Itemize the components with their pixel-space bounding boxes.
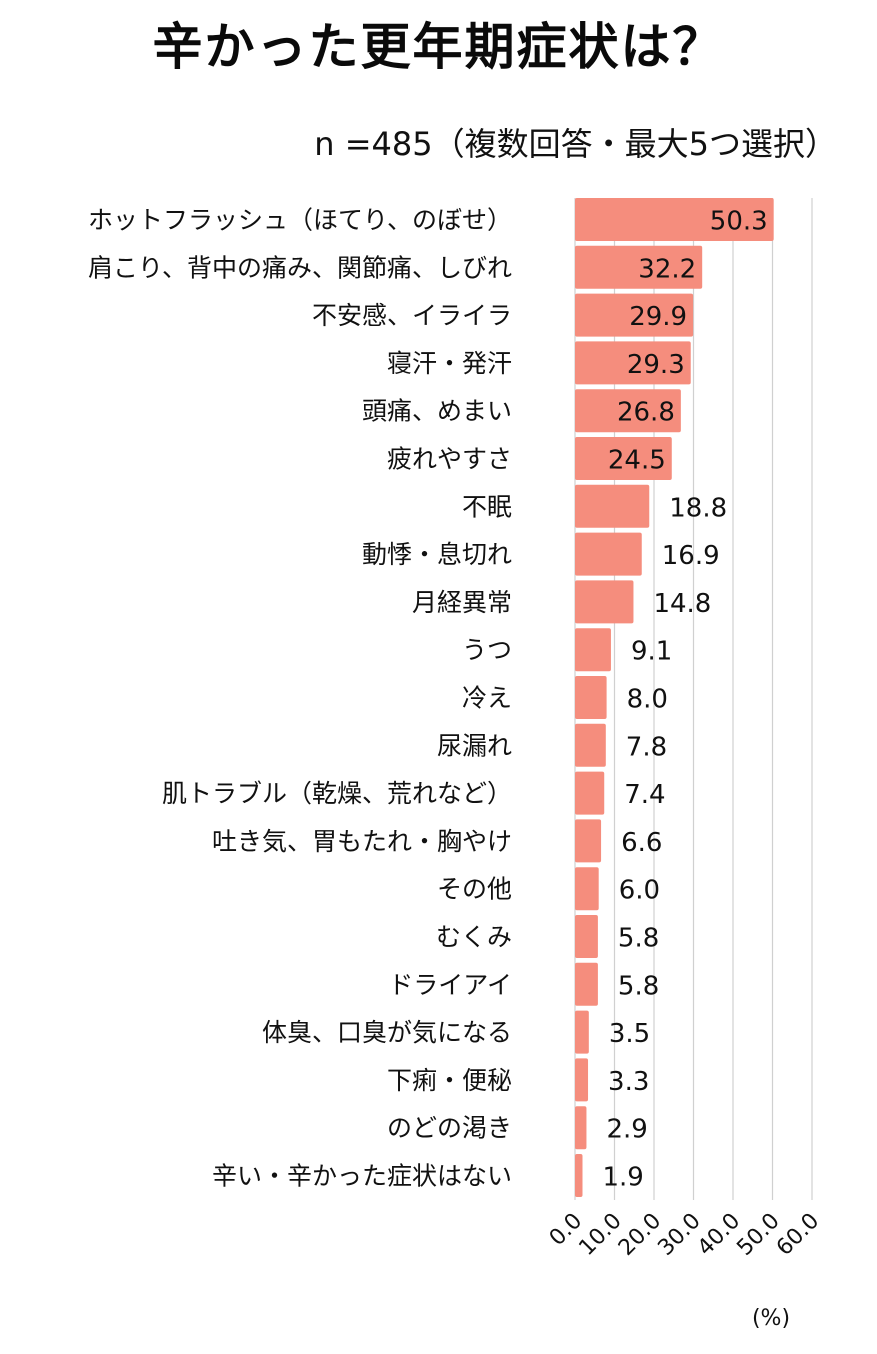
category-label: その他 xyxy=(437,875,512,904)
value-labels: 50.3 32.2 29.9 29.3 26.8 24.518.8 16.9 14.8 9.1 8… xyxy=(603,207,768,1193)
data-label: 24.5 xyxy=(608,446,666,476)
data-label: 26.8 xyxy=(617,398,675,428)
x-tick-label: 20.0 xyxy=(614,1209,666,1261)
data-label: 29.3 xyxy=(627,350,685,380)
data-label: 16.9 xyxy=(662,541,720,571)
category-label: 吐き気、胃もたれ・胸やけ xyxy=(212,827,512,856)
chart-subtitle: n =485（複数回答・最大5つ選択） xyxy=(314,125,837,163)
category-label: 辛い・辛かった症状はない xyxy=(212,1162,512,1191)
data-label: 8.0 xyxy=(627,685,668,715)
bar xyxy=(575,723,606,767)
data-label: 18.8 xyxy=(669,493,727,523)
category-labels: ホットフラッシュ（ほてり、のぼせ） 肩こり、背中の痛み、関節痛、しびれ不安感、イラ… xyxy=(88,206,512,1191)
bar xyxy=(575,819,602,863)
x-axis-tick-labels: 0.010.020.030.040.050.060.0 xyxy=(545,1209,824,1261)
data-label: 6.0 xyxy=(619,876,660,906)
category-label: 尿漏れ xyxy=(437,731,512,760)
data-label: 7.8 xyxy=(626,732,667,762)
x-tick-label: 50.0 xyxy=(732,1209,784,1261)
bar xyxy=(575,245,703,289)
x-tick-label: 60.0 xyxy=(772,1209,824,1261)
category-label: 下痢・便秘 xyxy=(387,1066,512,1095)
bar xyxy=(575,1106,587,1150)
data-label: 3.5 xyxy=(609,1019,650,1049)
category-label: 不眠 xyxy=(462,492,512,521)
data-label: 14.8 xyxy=(653,589,711,619)
bar xyxy=(575,1058,589,1102)
category-label: ドライアイ xyxy=(388,970,512,999)
category-label: 月経異常 xyxy=(412,588,512,617)
data-label: 3.3 xyxy=(608,1067,649,1097)
data-label: 9.1 xyxy=(631,637,672,667)
data-label: 5.8 xyxy=(618,924,659,954)
data-label: 7.4 xyxy=(624,780,665,810)
category-label: 肩こり、背中の痛み、関節痛、しびれ xyxy=(88,253,512,282)
category-label: 冷え xyxy=(462,684,512,713)
bars xyxy=(575,198,774,1197)
bar xyxy=(575,341,691,385)
x-tick-label: 30.0 xyxy=(653,1209,705,1261)
category-label: 不安感、イライラ xyxy=(312,301,512,330)
chart-title: 辛かった更年期症状は？ xyxy=(152,18,725,76)
unit-label: (%) xyxy=(752,1306,790,1331)
bar xyxy=(575,1154,583,1197)
category-label: 寝汗・発汗 xyxy=(387,349,512,378)
category-label: むくみ xyxy=(436,923,512,952)
bar xyxy=(575,915,598,958)
bar xyxy=(575,1010,589,1054)
category-label: 動悸・息切れ xyxy=(362,540,512,569)
category-label: うつ xyxy=(462,636,512,665)
data-label: 1.9 xyxy=(603,1163,644,1193)
bar xyxy=(575,676,607,719)
data-label: 6.6 xyxy=(621,828,662,858)
data-label: 2.9 xyxy=(606,1115,647,1145)
bar xyxy=(575,962,598,1006)
category-label: のどの渇き xyxy=(387,1114,512,1143)
data-label: 5.8 xyxy=(618,971,659,1001)
bar xyxy=(575,580,634,624)
data-label: 32.2 xyxy=(638,254,696,284)
bar xyxy=(575,437,672,480)
category-label: 体臭、口臭が気になる xyxy=(262,1018,512,1047)
category-label: 疲れやすさ xyxy=(387,445,512,474)
category-label: 肌トラブル（乾燥、荒れなど） xyxy=(162,779,512,808)
bar xyxy=(575,532,642,576)
bar xyxy=(575,867,599,911)
data-label: 50.3 xyxy=(710,207,768,237)
bar xyxy=(575,293,694,337)
category-label: ホットフラッシュ（ほてり、のぼせ） xyxy=(88,206,512,235)
category-label: 頭痛、めまい xyxy=(362,397,512,426)
bar xyxy=(575,198,774,241)
x-tick-label: 10.0 xyxy=(574,1209,626,1261)
bar xyxy=(575,484,650,528)
bar xyxy=(575,628,611,672)
data-label: 29.9 xyxy=(629,302,687,332)
bar xyxy=(575,771,605,815)
x-tick-label: 40.0 xyxy=(693,1209,745,1261)
bar xyxy=(575,389,681,433)
